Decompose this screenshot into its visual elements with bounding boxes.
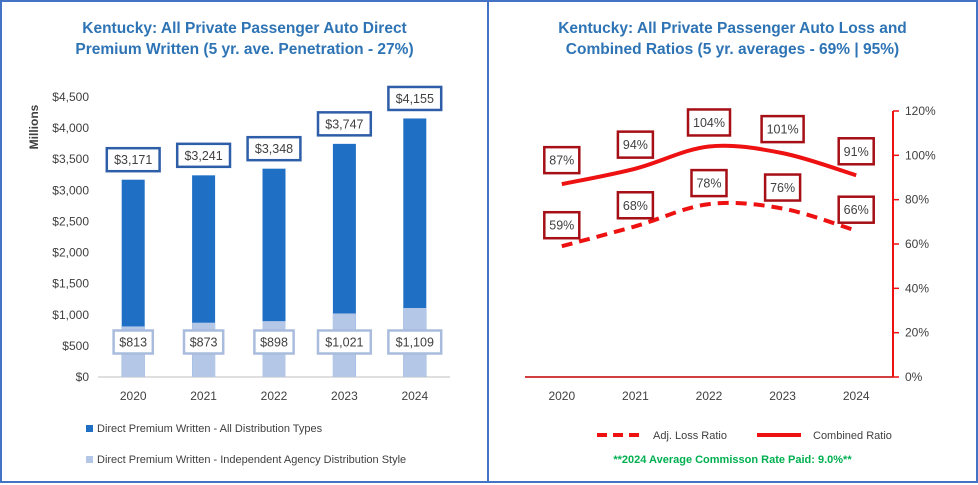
- premium-chart-title-line1: Kentucky: All Private Passenger Auto Dir…: [82, 20, 407, 37]
- data-label-all-box: [105, 146, 161, 173]
- x-tick-label: 2020: [120, 389, 147, 403]
- x-tick-label: 2021: [190, 389, 217, 403]
- data-label-independent: $1,109: [396, 336, 434, 350]
- premium-chart-title: Kentucky: All Private Passenger Auto Dir…: [2, 18, 487, 60]
- x-tick-label: 2023: [769, 389, 796, 403]
- data-label-loss-box: [763, 173, 802, 202]
- legend-swatch-all: [86, 425, 93, 432]
- legend-label-loss: Adj. Loss Ratio: [653, 430, 727, 442]
- data-label-combined-box: [616, 130, 655, 159]
- data-label-all: $3,241: [184, 149, 222, 163]
- data-label-loss: 68%: [623, 199, 648, 213]
- data-label-loss-box: [543, 210, 581, 240]
- ratio-chart-panel: Kentucky: All Private Passenger Auto Los…: [487, 0, 978, 483]
- data-label-combined-box: [686, 108, 732, 137]
- y-tick-label: $3,000: [52, 183, 89, 197]
- data-label-independent: $873: [190, 336, 218, 350]
- data-label-combined: 104%: [693, 116, 725, 130]
- ratio-line-chart: 0% 20% 40% 60% 80% 100% 120% 2020 2021 2022 2023 20…: [525, 104, 936, 442]
- premium-chart-title-line2: Premium Written (5 yr. ave. Penetration …: [75, 41, 414, 58]
- commission-footnote: **2024 Average Commisson Rate Paid: 9.0%…: [613, 454, 852, 466]
- data-label-all: $3,348: [255, 142, 293, 156]
- y-tick-label: $3,500: [52, 152, 89, 166]
- data-label-independent-box: [182, 329, 225, 355]
- data-label-independent-box: [316, 329, 373, 355]
- y-axis-label: Millions: [27, 104, 41, 149]
- data-label-loss-box: [616, 191, 655, 220]
- ratio-chart-title: Kentucky: All Private Passenger Auto Los…: [489, 18, 976, 60]
- loss-ratio-line: [561, 200, 857, 249]
- data-label-loss: 76%: [770, 181, 795, 195]
- y-tick-label: 100%: [905, 148, 936, 162]
- data-label-loss-box: [837, 195, 875, 224]
- data-label-independent-box: [112, 329, 155, 355]
- data-label-loss: 59%: [549, 219, 574, 233]
- y-tick-label: $1,500: [52, 277, 89, 291]
- y-tick-label: $500: [62, 339, 89, 353]
- data-label-combined-box: [837, 137, 875, 166]
- data-label-all: $3,171: [114, 153, 152, 167]
- data-label-combined: 87%: [549, 154, 574, 168]
- y-tick-label: $4,000: [52, 121, 89, 135]
- legend-label-independent: Direct Premium Written - Independent Age…: [97, 454, 406, 466]
- y-tick-label: $2,500: [52, 214, 89, 228]
- data-label-combined: 94%: [623, 138, 648, 152]
- data-label-combined: 101%: [767, 123, 799, 137]
- data-label-combined-box: [543, 145, 581, 175]
- data-label-independent: $1,021: [325, 336, 363, 350]
- ratio-chart-title-line2: Combined Ratios (5 yr. averages - 69% | …: [565, 41, 900, 58]
- data-label-loss: 66%: [844, 203, 869, 217]
- data-label-all-box: [175, 142, 232, 169]
- y-tick-label: 60%: [905, 237, 929, 251]
- x-tick-label: 2023: [331, 389, 358, 403]
- data-label-all: $3,747: [325, 117, 363, 131]
- y-tick-label: 80%: [905, 193, 929, 207]
- data-label-all-box: [387, 85, 443, 112]
- x-tick-label: 2022: [261, 389, 288, 403]
- data-label-combined-box: [760, 114, 805, 144]
- data-label-all: $4,155: [396, 92, 434, 106]
- y-tick-label: $2,000: [52, 246, 89, 260]
- legend-label-combined: Combined Ratio: [813, 430, 892, 442]
- data-label-all-box: [246, 135, 302, 162]
- y-tick-label: 20%: [905, 326, 929, 340]
- ratio-chart-title-line1: Kentucky: All Private Passenger Auto Los…: [558, 20, 907, 37]
- x-tick-label: 2021: [622, 389, 649, 403]
- data-label-all-box: [316, 111, 373, 137]
- data-label-independent: $898: [260, 336, 288, 350]
- data-label-loss: 78%: [696, 177, 721, 191]
- combined-ratio-line: [561, 143, 857, 187]
- y-tick-label: $1,000: [52, 308, 89, 322]
- x-tick-label: 2024: [401, 389, 428, 403]
- x-tick-label: 2024: [843, 389, 870, 403]
- x-tick-label: 2022: [696, 389, 723, 403]
- legend-label-all: Direct Premium Written - All Distributio…: [97, 423, 323, 435]
- legend-swatch-independent: [86, 456, 93, 463]
- data-label-independent-box: [387, 329, 443, 355]
- data-label-independent-box: [253, 329, 295, 355]
- data-label-combined: 91%: [844, 145, 869, 159]
- premium-chart-panel: Kentucky: All Private Passenger Auto Dir…: [0, 0, 489, 483]
- data-label-independent: $813: [119, 336, 147, 350]
- premium-bar-chart: Millions $0 $500 $1,000 $1,500 $2,000 $2,500 $3…: [27, 85, 450, 466]
- x-tick-label: 2020: [548, 389, 575, 403]
- y-tick-label: $0: [76, 370, 90, 384]
- y-tick-label: 120%: [905, 104, 936, 118]
- y-tick-label: 40%: [905, 281, 929, 295]
- y-tick-label: 0%: [905, 370, 923, 384]
- data-label-loss-box: [690, 168, 728, 198]
- y-tick-label: $4,500: [52, 90, 89, 104]
